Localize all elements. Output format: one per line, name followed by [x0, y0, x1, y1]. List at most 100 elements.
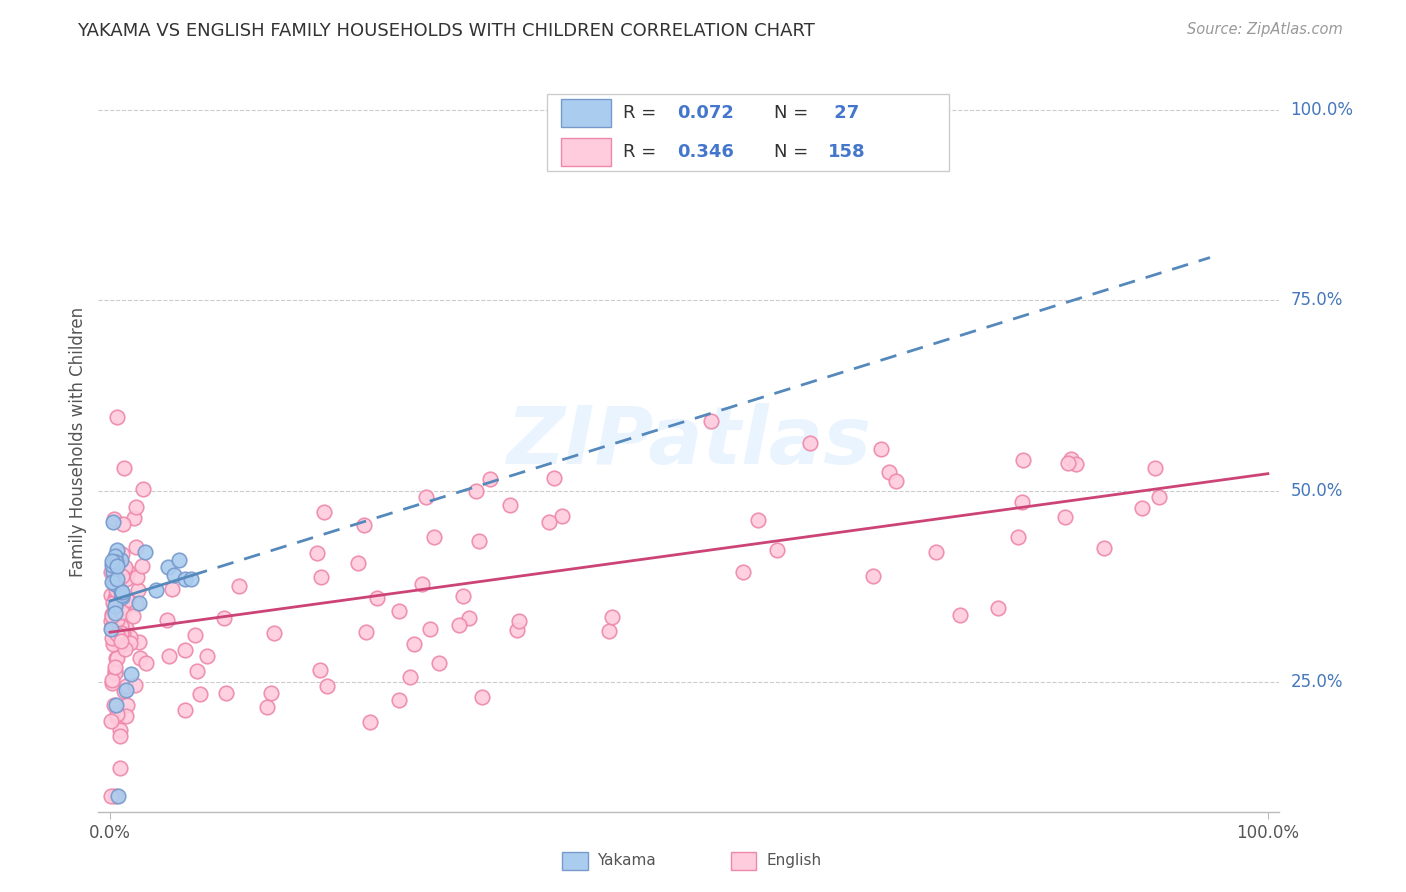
Text: R =: R =	[623, 143, 662, 161]
Point	[128, 635, 150, 649]
Point	[799, 436, 821, 450]
Point	[419, 622, 441, 636]
Point	[107, 607, 129, 622]
Point	[105, 555, 128, 569]
Point	[103, 512, 125, 526]
Point	[884, 474, 907, 488]
Point	[104, 549, 127, 564]
Point	[104, 665, 127, 680]
Point	[731, 565, 754, 579]
Point	[1011, 494, 1033, 508]
Point	[104, 576, 127, 591]
Point	[862, 569, 884, 583]
Point	[110, 634, 132, 648]
Text: YAKAMA VS ENGLISH FAMILY HOUSEHOLDS WITH CHILDREN CORRELATION CHART: YAKAMA VS ENGLISH FAMILY HOUSEHOLDS WITH…	[77, 22, 815, 40]
Point	[111, 547, 134, 561]
Text: English: English	[766, 854, 821, 868]
Point	[104, 789, 127, 803]
Point	[1064, 458, 1087, 472]
Point	[145, 583, 167, 598]
Point	[101, 607, 124, 622]
Point	[135, 656, 157, 670]
Point	[353, 518, 375, 533]
Point	[115, 592, 138, 607]
Point	[101, 620, 124, 634]
Point	[124, 500, 146, 515]
Point	[1007, 530, 1029, 544]
Text: N =: N =	[773, 104, 814, 122]
Point	[180, 572, 202, 586]
Point	[104, 660, 127, 674]
Point	[101, 637, 124, 651]
Point	[422, 530, 444, 544]
Point	[100, 588, 122, 602]
Point	[602, 610, 624, 624]
Point	[104, 605, 127, 619]
Point	[110, 618, 132, 632]
Point	[543, 471, 565, 485]
Point	[314, 505, 336, 519]
Point	[103, 573, 125, 587]
Point	[104, 698, 127, 712]
Point	[107, 650, 129, 665]
Point	[1130, 501, 1153, 516]
Point	[987, 601, 1010, 615]
Point	[468, 534, 491, 549]
Point	[263, 626, 285, 640]
Point	[110, 632, 132, 646]
Point	[111, 627, 134, 641]
Point	[104, 591, 127, 606]
Point	[163, 568, 186, 582]
Point	[1012, 453, 1035, 467]
Text: N =: N =	[773, 143, 814, 161]
Point	[506, 623, 529, 637]
Bar	[561, 99, 612, 127]
Y-axis label: Family Households with Children: Family Households with Children	[69, 307, 87, 576]
Point	[101, 558, 124, 572]
Point	[1054, 509, 1077, 524]
Point	[103, 515, 125, 529]
Point	[104, 574, 127, 588]
Point	[1059, 452, 1081, 467]
FancyBboxPatch shape	[547, 94, 949, 171]
Point	[104, 583, 127, 598]
Point	[103, 698, 125, 713]
Point	[110, 626, 132, 640]
Text: Source: ZipAtlas.com: Source: ZipAtlas.com	[1187, 22, 1343, 37]
Point	[124, 510, 146, 524]
Point	[101, 673, 124, 687]
Text: 27: 27	[828, 104, 859, 122]
Point	[114, 560, 136, 574]
Point	[114, 642, 136, 657]
Text: 158: 158	[828, 143, 866, 161]
Point	[949, 607, 972, 622]
Point	[1144, 461, 1167, 475]
Point	[228, 579, 250, 593]
Point	[131, 559, 153, 574]
Point	[100, 622, 122, 636]
Point	[108, 586, 131, 600]
Point	[105, 630, 128, 644]
Point	[124, 597, 146, 611]
Point	[105, 551, 128, 566]
Point	[195, 649, 218, 664]
Point	[1147, 491, 1170, 505]
Point	[869, 442, 891, 456]
Point	[550, 508, 572, 523]
Point	[112, 599, 135, 613]
Point	[104, 664, 127, 678]
Point	[1057, 456, 1080, 470]
Point	[471, 690, 494, 705]
Point	[1092, 541, 1115, 556]
Text: R =: R =	[623, 104, 662, 122]
Point	[111, 516, 134, 531]
Point	[108, 591, 131, 606]
Point	[479, 472, 502, 486]
Point	[457, 611, 479, 625]
Point	[100, 566, 122, 580]
Point	[173, 703, 195, 717]
Point	[112, 461, 135, 475]
Point	[118, 636, 141, 650]
Point	[598, 624, 620, 638]
Point	[879, 465, 901, 479]
